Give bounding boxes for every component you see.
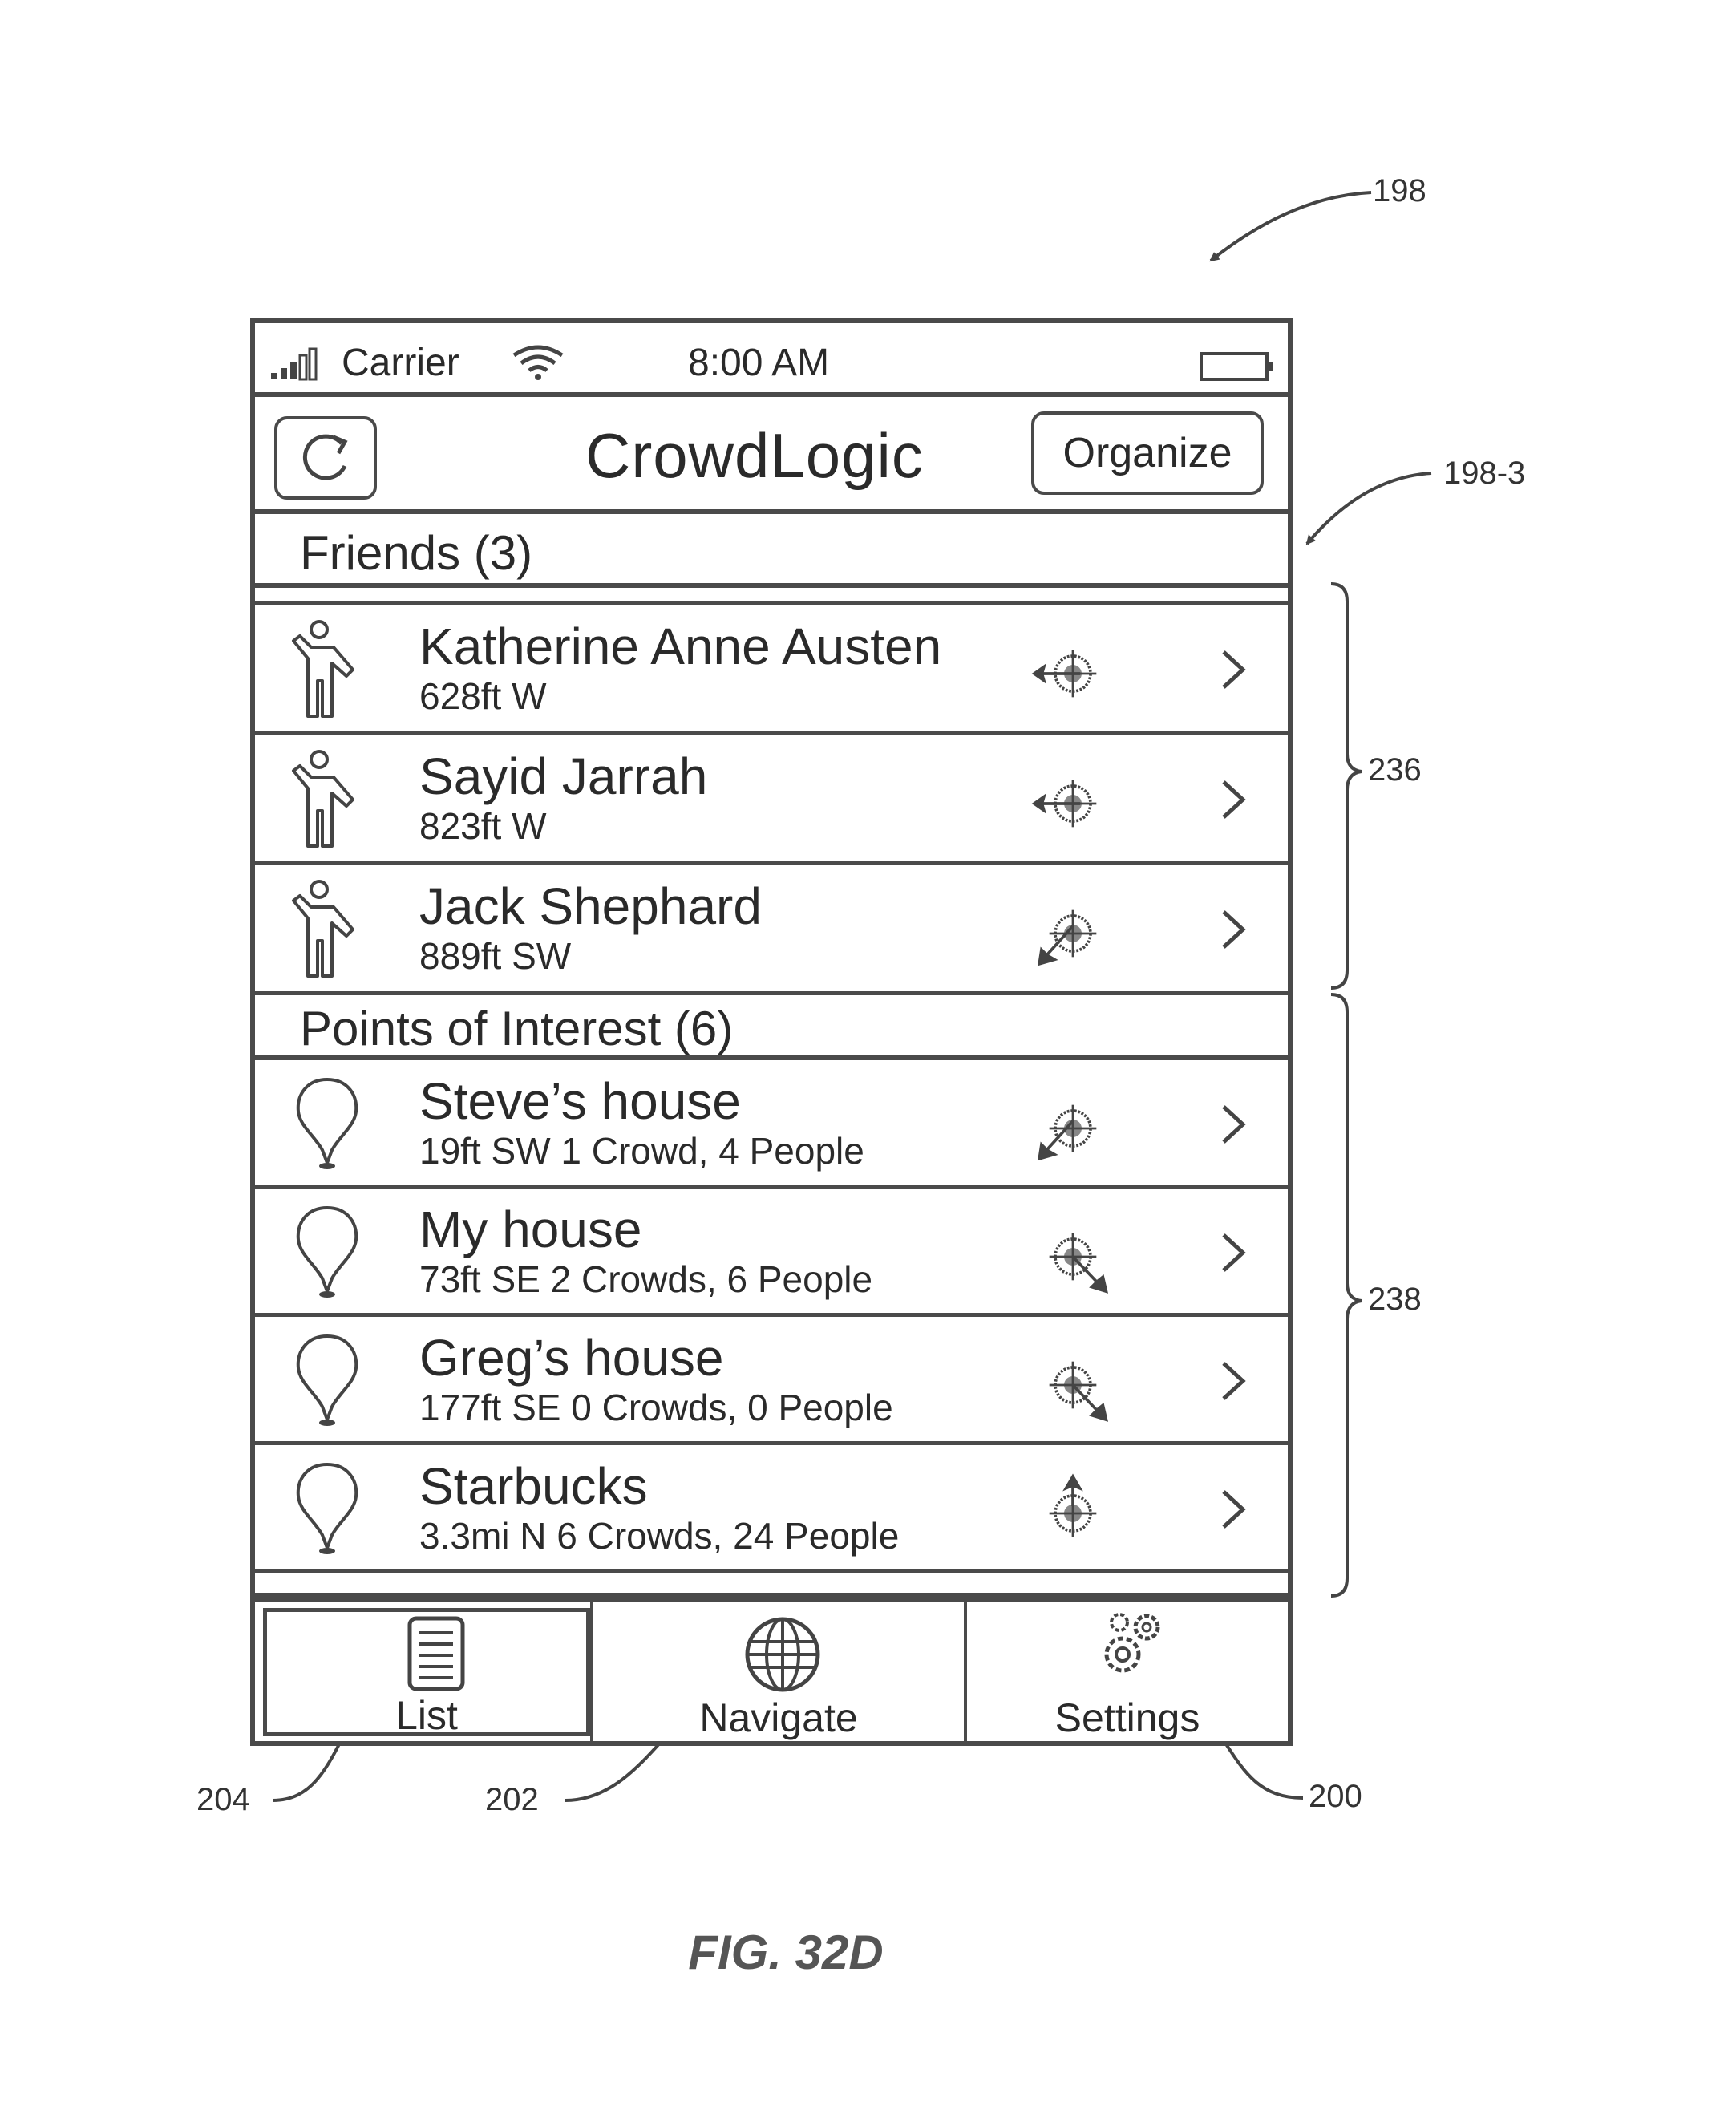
wifi-icon: [510, 344, 566, 381]
map-pin-icon: [287, 1330, 367, 1432]
app-title: CrowdLogic: [585, 419, 924, 492]
row-detail: 628ft W: [419, 674, 547, 718]
figure-caption: FIG. 32D: [0, 1925, 1572, 1980]
tab-navigate-label: Navigate: [593, 1695, 964, 1741]
battery-icon: [1200, 350, 1277, 383]
chevron-right-icon: [1217, 1102, 1249, 1147]
chevron-right-icon: [1217, 1359, 1249, 1403]
row-name: Katherine Anne Austen: [419, 617, 941, 676]
chevron-right-icon: [1217, 1230, 1249, 1275]
row-name: Jack Shephard: [419, 877, 762, 936]
brace-236: [1331, 584, 1362, 988]
poi-row[interactable]: Greg’s house177ft SE 0 Crowds, 0 People: [255, 1317, 1288, 1445]
ref-204: 204: [196, 1782, 250, 1818]
row-name: Starbucks: [419, 1456, 648, 1516]
map-pin-icon: [287, 1201, 367, 1304]
row-detail: 889ft SW: [419, 934, 571, 978]
poi-header-label: Points of Interest (6): [300, 1001, 733, 1056]
person-icon: [287, 878, 367, 981]
ref-202: 202: [485, 1782, 539, 1818]
chevron-right-icon: [1217, 1487, 1249, 1532]
ref-238: 238: [1368, 1282, 1422, 1318]
status-bar: Carrier 8:00 AM: [255, 323, 1288, 397]
tab-list[interactable]: List: [263, 1608, 590, 1736]
direction-target-icon: [1025, 1213, 1121, 1301]
refresh-icon: [295, 429, 359, 490]
row-name: Sayid Jarrah: [419, 747, 707, 806]
ref-198-3: 198-3: [1443, 456, 1525, 492]
gears-icon: [1095, 1610, 1167, 1682]
map-pin-icon: [287, 1073, 367, 1176]
friends-section-header: Friends (3): [255, 514, 1288, 588]
ref-236: 236: [1368, 752, 1422, 788]
row-name: My house: [419, 1200, 641, 1259]
friend-row[interactable]: Jack Shephard889ft SW: [255, 865, 1288, 995]
ref-198-3-leader: [1307, 473, 1431, 544]
ref-198-leader: [1211, 192, 1371, 261]
poi-section-header: Points of Interest (6): [255, 994, 1288, 1060]
chevron-right-icon: [1217, 907, 1249, 952]
tab-navigate[interactable]: Navigate: [590, 1602, 967, 1741]
row-detail: 3.3mi N 6 Crowds, 24 People: [419, 1514, 899, 1557]
tab-bar: List Navigate Settings: [255, 1597, 1288, 1741]
status-time: 8:00 AM: [688, 341, 829, 385]
friends-header-label: Friends (3): [300, 525, 532, 581]
direction-target-icon: [1025, 630, 1121, 718]
globe-icon: [743, 1614, 823, 1695]
poi-row[interactable]: Steve’s house19ft SW 1 Crowd, 4 People: [255, 1060, 1288, 1189]
organize-button[interactable]: Organize: [1031, 411, 1264, 495]
phone-screen: Carrier 8:00 AM CrowdLogic Organize Frie…: [250, 318, 1293, 1746]
map-pin-icon: [287, 1458, 367, 1561]
section-divider: [255, 588, 1288, 605]
direction-target-icon: [1025, 1084, 1121, 1172]
refresh-button[interactable]: [274, 416, 377, 500]
chevron-right-icon: [1217, 647, 1249, 692]
friend-row[interactable]: Sayid Jarrah823ft W: [255, 735, 1288, 865]
row-detail: 177ft SE 0 Crowds, 0 People: [419, 1386, 893, 1429]
direction-target-icon: [1025, 759, 1121, 848]
row-detail: 73ft SE 2 Crowds, 6 People: [419, 1258, 872, 1301]
chevron-right-icon: [1217, 777, 1249, 822]
ref-200: 200: [1309, 1779, 1362, 1815]
signal-icon: [269, 346, 334, 381]
row-name: Greg’s house: [419, 1328, 724, 1387]
list-footer-divider: [255, 1574, 1288, 1597]
list-icon: [407, 1615, 466, 1692]
nav-bar: CrowdLogic Organize: [255, 397, 1288, 514]
poi-row[interactable]: Starbucks3.3mi N 6 Crowds, 24 People: [255, 1445, 1288, 1573]
carrier-label: Carrier: [342, 341, 459, 385]
brace-238: [1331, 994, 1362, 1596]
row-detail: 19ft SW 1 Crowd, 4 People: [419, 1129, 864, 1172]
poi-row[interactable]: My house73ft SE 2 Crowds, 6 People: [255, 1189, 1288, 1317]
row-name: Steve’s house: [419, 1071, 741, 1131]
friend-row[interactable]: Katherine Anne Austen628ft W: [255, 605, 1288, 735]
row-detail: 823ft W: [419, 804, 547, 848]
direction-target-icon: [1025, 1469, 1121, 1557]
direction-target-icon: [1025, 889, 1121, 978]
tab-settings-label: Settings: [967, 1695, 1288, 1741]
tab-settings[interactable]: Settings: [967, 1602, 1288, 1741]
person-icon: [287, 618, 367, 721]
person-icon: [287, 748, 367, 851]
direction-target-icon: [1025, 1341, 1121, 1429]
tab-list-label: List: [267, 1692, 586, 1739]
ref-198: 198: [1373, 173, 1426, 209]
